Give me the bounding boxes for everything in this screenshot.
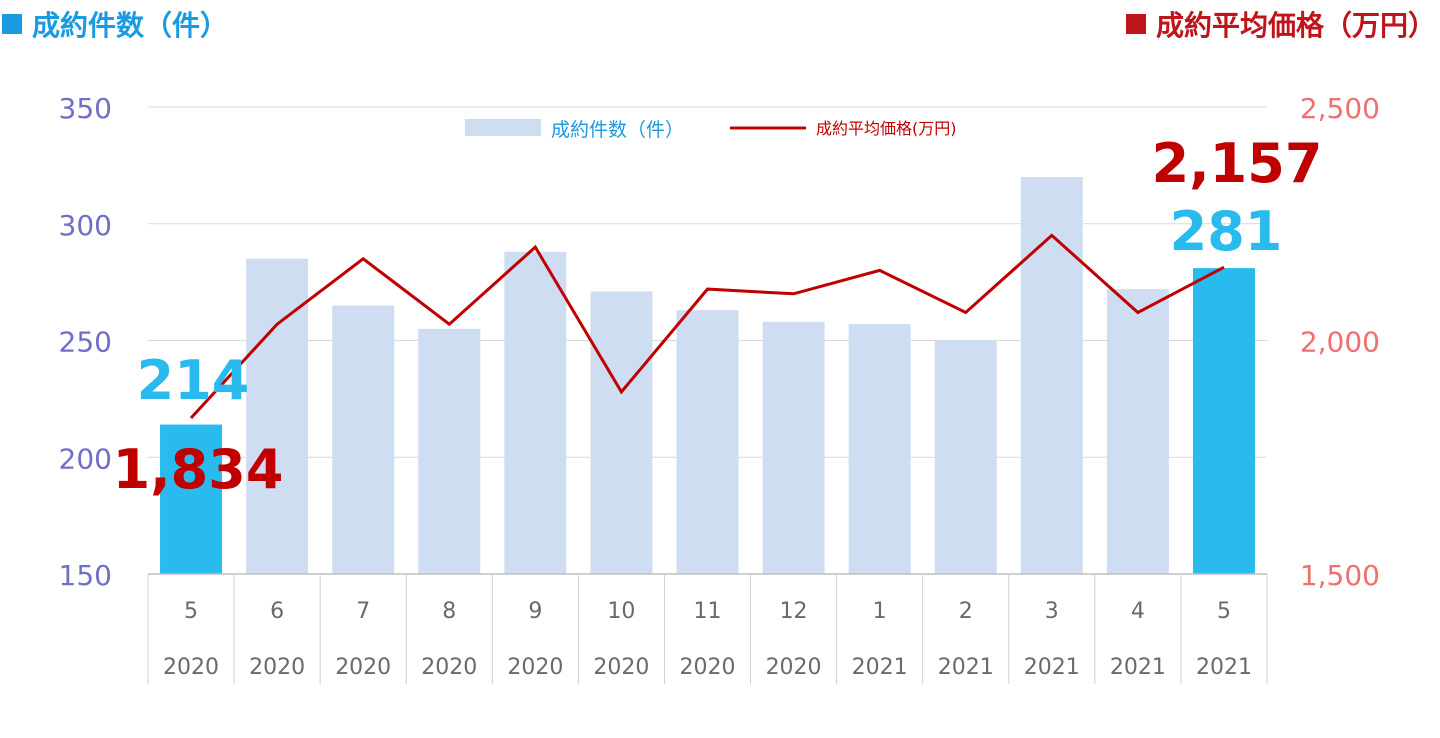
left-y-tick-label: 200 [59, 442, 112, 475]
bar [418, 328, 481, 574]
bar [1106, 289, 1169, 574]
x-tick-label-month: 1 [873, 599, 887, 624]
x-tick-label-year: 2021 [938, 655, 994, 680]
x-tick-label-month: 5 [1217, 599, 1231, 624]
bar-series [160, 177, 1255, 575]
bar [934, 340, 997, 574]
right-axis-title: 成約平均価格（万円） [1125, 4, 1436, 44]
axis-ticks: 350 300 250 200 150 2,500 2,000 1,500 [59, 92, 1380, 592]
x-tick-label-year: 2021 [852, 655, 908, 680]
x-tick-label-year: 2021 [1110, 655, 1166, 680]
first-count-label: 214 [137, 349, 250, 412]
x-tick-label-month: 3 [1045, 599, 1059, 624]
bar [590, 291, 653, 574]
x-tick-label-month: 10 [607, 599, 635, 624]
x-tick-label-year: 2020 [163, 655, 219, 680]
line-series-square-icon [1125, 14, 1146, 34]
left-axis-title: 成約件数（件） [2, 4, 228, 44]
left-y-tick-label: 150 [59, 559, 112, 592]
legend-bar-swatch [465, 119, 541, 136]
bar [762, 321, 825, 574]
legend: 成約件数（件） 成約平均価格(万円) [465, 119, 957, 141]
x-tick-label-year: 2020 [421, 655, 477, 680]
x-tick-label-month: 12 [780, 599, 808, 624]
x-tick-label-year: 2020 [335, 655, 391, 680]
last-price-label: 2,157 [1152, 132, 1323, 195]
legend-bar-label: 成約件数（件） [551, 119, 684, 141]
x-tick-label-year: 2020 [593, 655, 649, 680]
left-y-tick-label: 300 [59, 209, 112, 242]
x-tick-label-year: 2020 [249, 655, 305, 680]
x-tick-label-month: 8 [442, 599, 456, 624]
left-y-tick-label: 350 [59, 92, 112, 125]
x-tick-label-month: 7 [356, 599, 370, 624]
bar [504, 251, 567, 574]
x-tick-label-month: 11 [694, 599, 722, 624]
x-tick-label-month: 6 [270, 599, 284, 624]
bar-series-square-icon [2, 14, 22, 34]
right-y-tick-label: 2,000 [1300, 326, 1380, 359]
first-price-label: 1,834 [113, 438, 284, 501]
x-tick-label-year: 2021 [1024, 655, 1080, 680]
right-y-tick-label: 1,500 [1300, 559, 1380, 592]
x-tick-label-year: 2020 [680, 655, 736, 680]
x-tick-label-month: 4 [1131, 599, 1145, 624]
price-line [189, 233, 1225, 420]
bar [246, 258, 309, 574]
category-axis-box: 5202062020720208202092020102020112020122… [147, 573, 1268, 684]
right-axis-title-text: 成約平均価格（万円） [1155, 9, 1436, 42]
left-axis-title-text: 成約件数（件） [32, 9, 229, 42]
bar [676, 310, 739, 574]
x-tick-label-year: 2020 [507, 655, 563, 680]
x-tick-label-year: 2021 [1196, 655, 1252, 680]
last-count-label: 281 [1170, 200, 1283, 263]
x-tick-label-month: 2 [959, 599, 973, 624]
x-tick-label-month: 9 [528, 599, 542, 624]
bar [1020, 177, 1083, 575]
left-y-tick-label: 250 [59, 326, 112, 359]
bar-highlight [160, 424, 223, 574]
right-y-tick-label: 2,500 [1300, 92, 1380, 125]
bar [332, 305, 395, 574]
bar [848, 324, 911, 574]
x-tick-label-month: 5 [184, 599, 198, 624]
x-tick-label-year: 2020 [766, 655, 822, 680]
legend-line-label: 成約平均価格(万円) [816, 119, 957, 138]
bar-highlight [1192, 268, 1255, 574]
line-series [189, 233, 1225, 420]
